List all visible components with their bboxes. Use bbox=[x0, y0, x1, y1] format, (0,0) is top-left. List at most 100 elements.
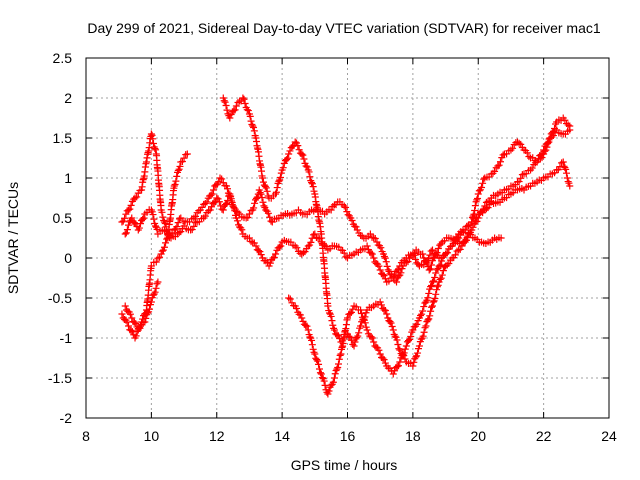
interpolated-point bbox=[303, 322, 311, 330]
data-point bbox=[389, 370, 397, 378]
interpolated-point bbox=[135, 224, 143, 232]
interpolated-point bbox=[359, 315, 367, 323]
data-point bbox=[546, 134, 554, 142]
interpolated-point bbox=[234, 98, 242, 106]
y-tick-label: -2 bbox=[60, 410, 73, 426]
interpolated-point bbox=[279, 164, 287, 172]
data-point bbox=[330, 374, 338, 382]
data-point bbox=[370, 254, 378, 262]
interpolated-point bbox=[231, 207, 239, 215]
interpolated-point bbox=[188, 226, 196, 234]
interpolated-point bbox=[443, 261, 451, 269]
interpolated-point bbox=[420, 328, 428, 336]
x-tick-label: 22 bbox=[536, 428, 552, 444]
interpolated-point bbox=[139, 215, 147, 223]
x-tick-label: 16 bbox=[340, 428, 356, 444]
interpolated-point bbox=[386, 318, 394, 326]
interpolated-point bbox=[564, 121, 572, 129]
data-point bbox=[353, 226, 361, 234]
interpolated-point bbox=[517, 174, 525, 182]
data-point bbox=[389, 274, 397, 282]
interpolated-point bbox=[434, 244, 442, 252]
interpolated-point bbox=[479, 179, 487, 187]
interpolated-point bbox=[534, 155, 542, 163]
data-point bbox=[415, 342, 423, 350]
data-point bbox=[393, 278, 401, 286]
interpolated-point bbox=[418, 310, 426, 318]
interpolated-point bbox=[427, 283, 435, 291]
interpolated-point bbox=[554, 166, 562, 174]
interpolated-point bbox=[410, 358, 418, 366]
interpolated-point bbox=[153, 225, 161, 233]
interpolated-point bbox=[299, 151, 307, 159]
interpolated-point bbox=[370, 234, 378, 242]
interpolated-point bbox=[348, 216, 356, 224]
interpolated-point bbox=[537, 151, 545, 159]
interpolated-point bbox=[463, 222, 471, 230]
interpolated-point bbox=[257, 251, 265, 259]
data-point bbox=[497, 234, 505, 242]
data-point bbox=[396, 346, 404, 354]
data-point bbox=[311, 230, 319, 238]
interpolated-point bbox=[245, 210, 253, 218]
interpolated-point bbox=[158, 247, 166, 255]
interpolated-point bbox=[411, 255, 419, 263]
interpolated-point bbox=[146, 305, 154, 313]
data-point bbox=[259, 174, 267, 182]
data-point bbox=[232, 102, 240, 110]
interpolated-point bbox=[272, 188, 280, 196]
interpolated-point bbox=[244, 213, 252, 221]
interpolated-point bbox=[345, 332, 353, 340]
interpolated-point bbox=[126, 205, 134, 213]
interpolated-point bbox=[151, 145, 159, 153]
interpolated-point bbox=[180, 154, 188, 162]
interpolated-point bbox=[233, 217, 241, 225]
interpolated-point bbox=[315, 365, 323, 373]
interpolated-point bbox=[453, 235, 461, 243]
interpolated-point bbox=[563, 174, 571, 182]
plot-frame bbox=[85, 57, 610, 419]
interpolated-point bbox=[133, 323, 141, 331]
interpolated-point bbox=[221, 98, 229, 106]
interpolated-point bbox=[548, 129, 556, 137]
interpolated-point bbox=[517, 140, 525, 148]
data-point bbox=[291, 138, 299, 146]
interpolated-point bbox=[306, 173, 314, 181]
interpolated-point bbox=[156, 253, 164, 261]
interpolated-point bbox=[354, 332, 362, 340]
interpolated-point bbox=[466, 221, 474, 229]
y-axis-label: SDTVAR / TECUs bbox=[5, 182, 21, 294]
x-tick-label: 12 bbox=[209, 428, 225, 444]
interpolated-point bbox=[246, 112, 254, 120]
interpolated-point bbox=[499, 151, 507, 159]
data-point bbox=[154, 278, 162, 286]
interpolated-point bbox=[220, 97, 228, 105]
interpolated-point bbox=[538, 150, 546, 158]
interpolated-point bbox=[223, 106, 231, 114]
interpolated-point bbox=[309, 183, 317, 191]
interpolated-point bbox=[414, 349, 422, 357]
data-point bbox=[128, 214, 136, 222]
interpolated-point bbox=[269, 254, 277, 262]
data-point bbox=[216, 174, 224, 182]
interpolated-point bbox=[358, 309, 366, 317]
interpolated-point bbox=[367, 249, 375, 257]
interpolated-point bbox=[205, 207, 213, 215]
interpolated-point bbox=[284, 154, 292, 162]
data-point bbox=[291, 242, 299, 250]
interpolated-point bbox=[251, 199, 259, 207]
interpolated-point bbox=[352, 223, 360, 231]
y-tick-label: 2 bbox=[64, 90, 72, 106]
interpolated-point bbox=[316, 369, 324, 377]
interpolated-point bbox=[144, 309, 152, 317]
interpolated-point bbox=[127, 201, 135, 209]
x-axis-label: GPS time / hours bbox=[291, 457, 398, 473]
interpolated-point bbox=[371, 234, 379, 242]
interpolated-point bbox=[426, 251, 434, 259]
data-point bbox=[239, 94, 247, 102]
interpolated-point bbox=[456, 245, 464, 253]
interpolated-point bbox=[424, 294, 432, 302]
interpolated-point bbox=[149, 135, 157, 143]
interpolated-point bbox=[525, 153, 533, 161]
